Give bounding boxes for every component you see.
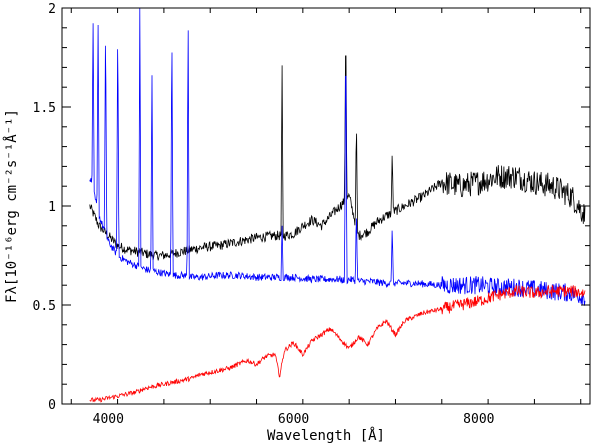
y-tick-label: 0.5 xyxy=(33,299,56,314)
x-tick-label: 4000 xyxy=(93,412,124,427)
y-tick-label: 2 xyxy=(48,2,56,17)
x-tick-label: 6000 xyxy=(278,412,309,427)
y-tick-label: 1 xyxy=(48,200,56,215)
series-line-0 xyxy=(89,8,586,306)
plot-lines xyxy=(89,8,586,403)
y-tick-label: 0 xyxy=(48,398,56,413)
series-line-2 xyxy=(89,284,586,403)
axis-ticks xyxy=(62,7,590,405)
x-axis-label: Wavelength [Å] xyxy=(267,427,385,444)
plot-frame xyxy=(61,7,591,405)
axis-tick-labels: 4000 6000 8000 0 0.5 1 1.5 2 xyxy=(33,2,495,427)
series-line-1 xyxy=(89,55,586,261)
x-tick-label: 8000 xyxy=(463,412,494,427)
y-axis-label: Fλ[10⁻¹⁶erg cm⁻²s⁻¹Å⁻¹] xyxy=(3,109,20,303)
y-tick-label: 1.5 xyxy=(33,101,56,116)
